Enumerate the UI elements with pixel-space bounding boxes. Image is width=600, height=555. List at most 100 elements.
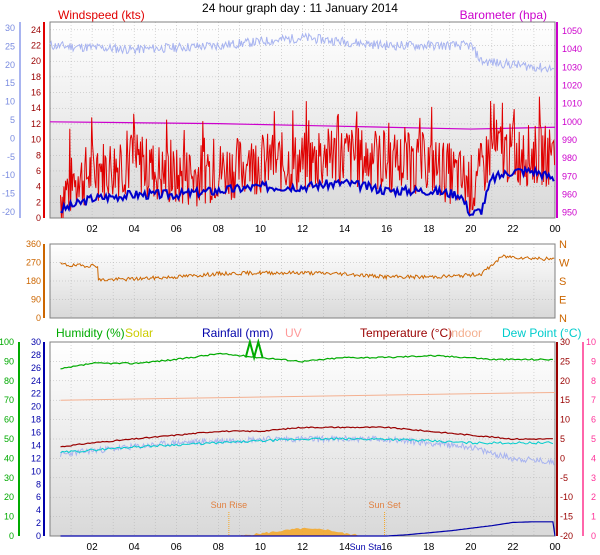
wind-x-tick: 20 — [465, 224, 477, 235]
temp-outer-axis-label: -5 — [7, 152, 15, 162]
barometer-axis-label: 1000 — [562, 117, 582, 127]
legend-rainfall: Rainfall (mm) — [202, 326, 273, 340]
humidity-series — [60, 352, 553, 370]
uv-axis-label: 7 — [591, 395, 596, 405]
temperature-axis-label: 25 — [560, 356, 570, 366]
wind-axis-label: 18 — [31, 72, 41, 82]
temp-light-series — [49, 32, 555, 74]
barometer-axis-label: 980 — [562, 153, 577, 163]
solar-area — [239, 527, 366, 536]
compass-label: N — [559, 313, 567, 325]
rainfall-axis-label: 12 — [31, 453, 41, 463]
main-x-tick: 12 — [297, 542, 309, 553]
rainfall-axis-label: 22 — [31, 389, 41, 399]
barometer-axis-label: 950 — [562, 208, 577, 218]
rainfall-axis-label: 8 — [36, 479, 41, 489]
rainfall-axis-label: 14 — [31, 440, 41, 450]
wind-x-tick: 18 — [423, 224, 435, 235]
windspeed-series — [60, 96, 556, 219]
rainfall-axis-label: 24 — [31, 376, 41, 386]
legend-dewpoint: Dew Point (°C) — [502, 326, 581, 340]
temp-outer-axis-label: 20 — [5, 60, 15, 70]
temp-light-series — [60, 434, 555, 466]
wind-direction-series — [60, 254, 555, 282]
humidity-axis-label: 50 — [4, 434, 14, 444]
barometer-axis-label: 1040 — [562, 44, 582, 54]
wind-barometer-panel: Windspeed (kts) Barometer (hpa) 02468101… — [2, 8, 582, 235]
uv-axis-label: 9 — [591, 356, 596, 366]
main-x-tick: 14 — [339, 542, 351, 553]
legend-humidity: Humidity (%) — [56, 326, 125, 340]
main-x-tick: 02 — [87, 542, 99, 553]
wind-axis-label: 8 — [36, 150, 41, 160]
temp-outer-axis-label: -20 — [2, 207, 15, 217]
temp-outer-axis-label: 15 — [5, 78, 15, 88]
main-x-tick: 00 — [549, 542, 561, 553]
rainfall-axis-label: 26 — [31, 363, 41, 373]
wind-title: Windspeed (kts) — [58, 8, 145, 22]
humidity-axis-label: 100 — [0, 337, 14, 347]
humidity-axis-label: 40 — [4, 453, 14, 463]
uv-axis-label: 6 — [591, 415, 596, 425]
panel-frame — [49, 21, 556, 219]
barometer-axis-label: 1010 — [562, 99, 582, 109]
wind-axis-label: 4 — [36, 182, 41, 192]
rainfall-axis-label: 20 — [31, 402, 41, 412]
temp-outer-axis-label: 30 — [5, 23, 15, 33]
uv-axis-label: 8 — [591, 376, 596, 386]
humidity-axis-label: 80 — [4, 376, 14, 386]
graph-title: 24 hour graph day : 11 January 2014 — [202, 1, 398, 15]
legend-uv: UV — [285, 326, 302, 340]
wind-axis-label: 20 — [31, 56, 41, 66]
humidity-axis-label: 30 — [4, 473, 14, 483]
uv-axis-label: 2 — [591, 492, 596, 502]
rainfall-axis-label: 6 — [36, 492, 41, 502]
main-x-tick: 08 — [213, 542, 225, 553]
uv-axis-label: 4 — [591, 453, 596, 463]
humidity-axis-label: 90 — [4, 356, 14, 366]
wind-axis-label: 12 — [31, 119, 41, 129]
main-x-tick: 04 — [129, 542, 141, 553]
barometer-axis-label: 960 — [562, 189, 577, 199]
legend-temperature: Temperature (°C) — [360, 326, 452, 340]
wind-x-tick: 04 — [129, 224, 141, 235]
wind-axis-label: 14 — [31, 103, 41, 113]
wind-x-tick: 16 — [381, 224, 393, 235]
uv-axis-label: 1 — [591, 512, 596, 522]
wind-axis-label: 2 — [36, 197, 41, 207]
uv-axis-label: 10 — [586, 337, 596, 347]
humidity-axis-label: 70 — [4, 395, 14, 405]
main-x-tick: 22 — [507, 542, 519, 553]
uv-axis-label: 0 — [591, 531, 596, 541]
barometer-axis-label: 1020 — [562, 81, 582, 91]
temperature-axis-label: -15 — [560, 512, 573, 522]
main-x-tick: 10 — [255, 542, 267, 553]
temp-outer-axis-label: 0 — [10, 133, 15, 143]
wind-axis-label: 16 — [31, 88, 41, 98]
temperature-axis-label: 5 — [560, 434, 565, 444]
rainfall-axis-label: 16 — [31, 428, 41, 438]
main-x-tick: 06 — [171, 542, 183, 553]
wind-x-tick: 06 — [171, 224, 183, 235]
temperature-axis-label: 20 — [560, 376, 570, 386]
temperature-axis-label: 30 — [560, 337, 570, 347]
wind-axis-label: 22 — [31, 41, 41, 51]
wind-axis-label: 6 — [36, 166, 41, 176]
wind-x-tick: 22 — [507, 224, 519, 235]
uv-axis-label: 3 — [591, 473, 596, 483]
temp-outer-axis-label: 5 — [10, 115, 15, 125]
temperature-axis-label: 10 — [560, 415, 570, 425]
legend-indoor: Indoor — [448, 326, 482, 340]
wind-x-tick: 12 — [297, 224, 309, 235]
compass-label: W — [559, 258, 570, 270]
wind-axis-label: 24 — [31, 25, 41, 35]
wind-x-tick: 00 — [549, 224, 561, 235]
humidity-axis-label: 20 — [4, 492, 14, 502]
temperature-axis-label: 0 — [560, 453, 565, 463]
humidity-spike — [244, 338, 264, 362]
rainfall-axis-label: 28 — [31, 350, 41, 360]
temp-outer-axis-label: -15 — [2, 189, 15, 199]
temperature-axis-label: -20 — [560, 531, 573, 541]
main-x-tick: 20 — [465, 542, 477, 553]
